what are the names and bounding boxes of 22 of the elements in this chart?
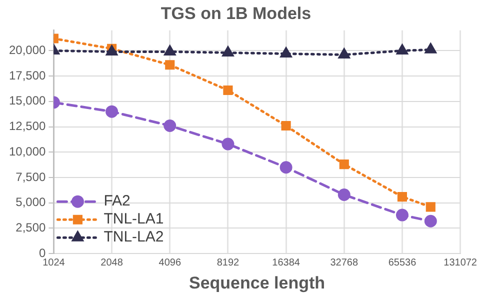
y-tick-label: 7,500 xyxy=(16,170,46,184)
y-tick-label: 10,000 xyxy=(9,144,46,158)
x-tick-label: 1024 xyxy=(42,257,66,268)
x-tick-label: 16384 xyxy=(272,257,300,268)
x-tick-label: 131072 xyxy=(444,257,478,268)
y-tick-label: 15,000 xyxy=(9,94,46,108)
x-axis-title: Sequence length xyxy=(188,273,326,292)
x-tick-label: 2048 xyxy=(100,257,124,268)
y-tick-label: 20,000 xyxy=(9,43,46,58)
y-tick-label: 0 xyxy=(39,246,46,260)
legend-label: TNL-LA2 xyxy=(104,228,164,246)
y-tick-label: 2,500 xyxy=(16,220,46,235)
legend-label: FA2 xyxy=(104,192,130,210)
x-tick-label: 65536 xyxy=(388,257,417,268)
y-tick-label: 12,500 xyxy=(9,119,46,134)
x-tick-label: 8192 xyxy=(216,257,240,268)
y-tick-label: 5,000 xyxy=(16,195,46,210)
x-tick-label: 32768 xyxy=(330,257,358,268)
chart-title: TGS on 1B Models xyxy=(160,4,312,23)
x-tick-label: 4096 xyxy=(158,257,182,268)
y-tick-label: 17,500 xyxy=(9,68,46,82)
legend-label: TNL-LA1 xyxy=(104,210,164,228)
